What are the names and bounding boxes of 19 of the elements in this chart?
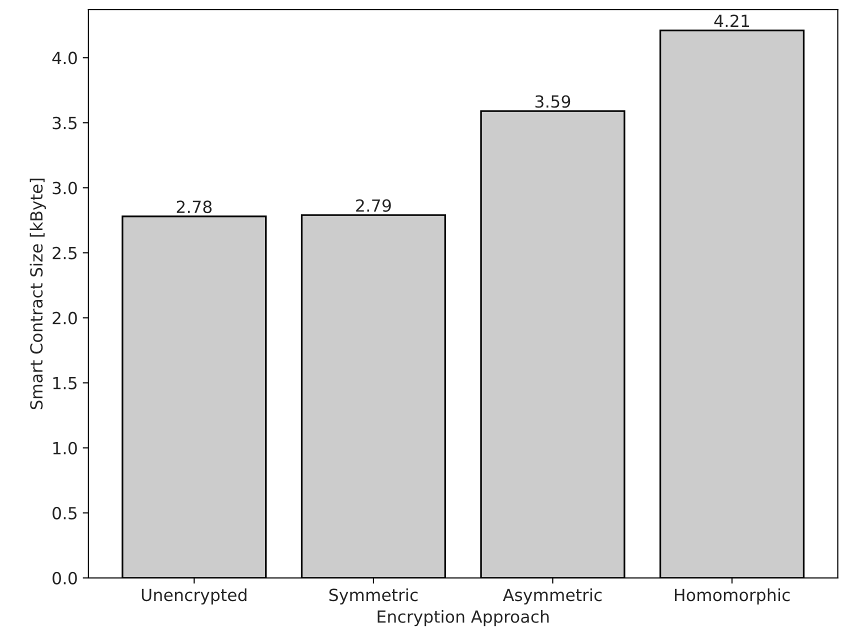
data-label: 3.59: [535, 95, 570, 108]
data-label: 2.78: [176, 200, 212, 214]
y-tick-label: 2.0: [52, 312, 77, 324]
y-tick-label: 1.0: [53, 442, 77, 454]
y-tick-label: 1.5: [53, 377, 77, 390]
y-tick-label: 2.5: [52, 246, 77, 260]
y-tick-label: 3.5: [52, 116, 77, 130]
y-tick-label: 0.5: [52, 506, 77, 520]
x-axis-title: Encryption Approach: [378, 610, 549, 626]
x-tick-label: Unencrypted: [142, 588, 246, 604]
data-label: 4.21: [714, 14, 750, 27]
data-label: 2.79: [356, 199, 391, 212]
y-axis-title: Smart Contract Size [kByte]: [30, 178, 46, 410]
x-tick-label: Symmetric: [329, 588, 418, 604]
x-tick-label: Asymmetric: [502, 588, 602, 604]
y-tick-label: 3.0: [52, 182, 77, 194]
x-tick-label: Homomorphic: [674, 588, 790, 604]
y-tick-label: 4.0: [52, 52, 77, 64]
y-tick-label: 0.0: [52, 572, 77, 584]
